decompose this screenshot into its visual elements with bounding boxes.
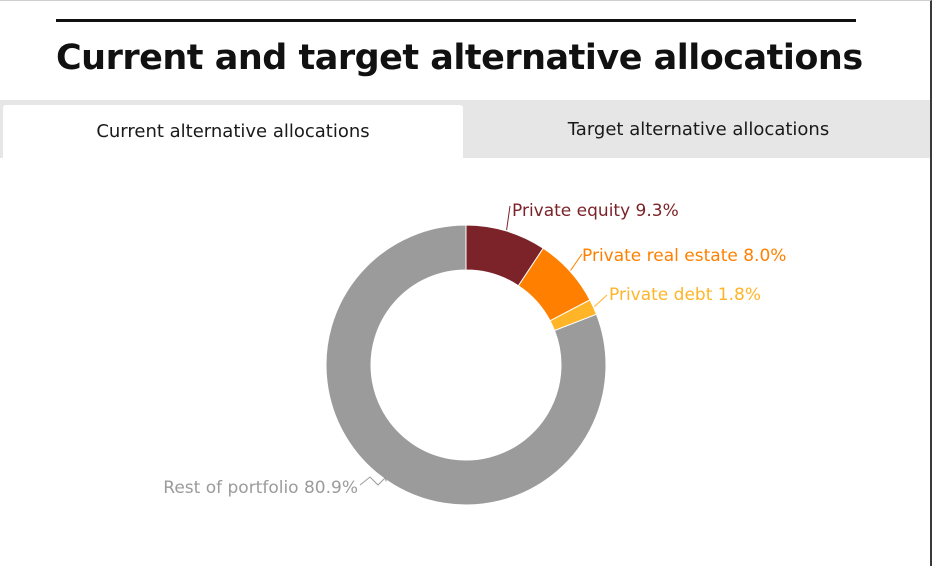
label-private-debt: Private debt 1.8%	[609, 285, 761, 305]
slice-labels: Private equity 9.3% Private real estate 8…	[163, 201, 786, 498]
top-rule-divider	[56, 19, 856, 22]
label-rest-of-portfolio: Rest of portfolio 80.9%	[163, 478, 358, 498]
allocation-donut-chart: Private equity 9.3% Private real estate 8…	[163, 201, 786, 506]
leader-line-private-real-estate	[570, 253, 583, 271]
leader-line-private-equity	[506, 205, 511, 231]
tab-target-allocations[interactable]: Target alternative allocations	[567, 118, 830, 140]
label-private-real-estate: Private real estate 8.0%	[582, 246, 786, 266]
page-title: Current and target alternative allocatio…	[56, 38, 863, 78]
slice-rest-of-portfolio[interactable]	[325, 224, 607, 506]
donut-slices	[325, 224, 607, 506]
label-leader-lines	[359, 205, 608, 486]
leader-line-private-debt	[593, 294, 608, 307]
label-private-equity: Private equity 9.3%	[512, 201, 679, 221]
tab-bar: Current alternative allocations Target a…	[0, 100, 930, 158]
leader-line-rest-of-portfolio	[359, 476, 387, 486]
tab-current-allocations[interactable]: Current alternative allocations	[3, 105, 463, 158]
